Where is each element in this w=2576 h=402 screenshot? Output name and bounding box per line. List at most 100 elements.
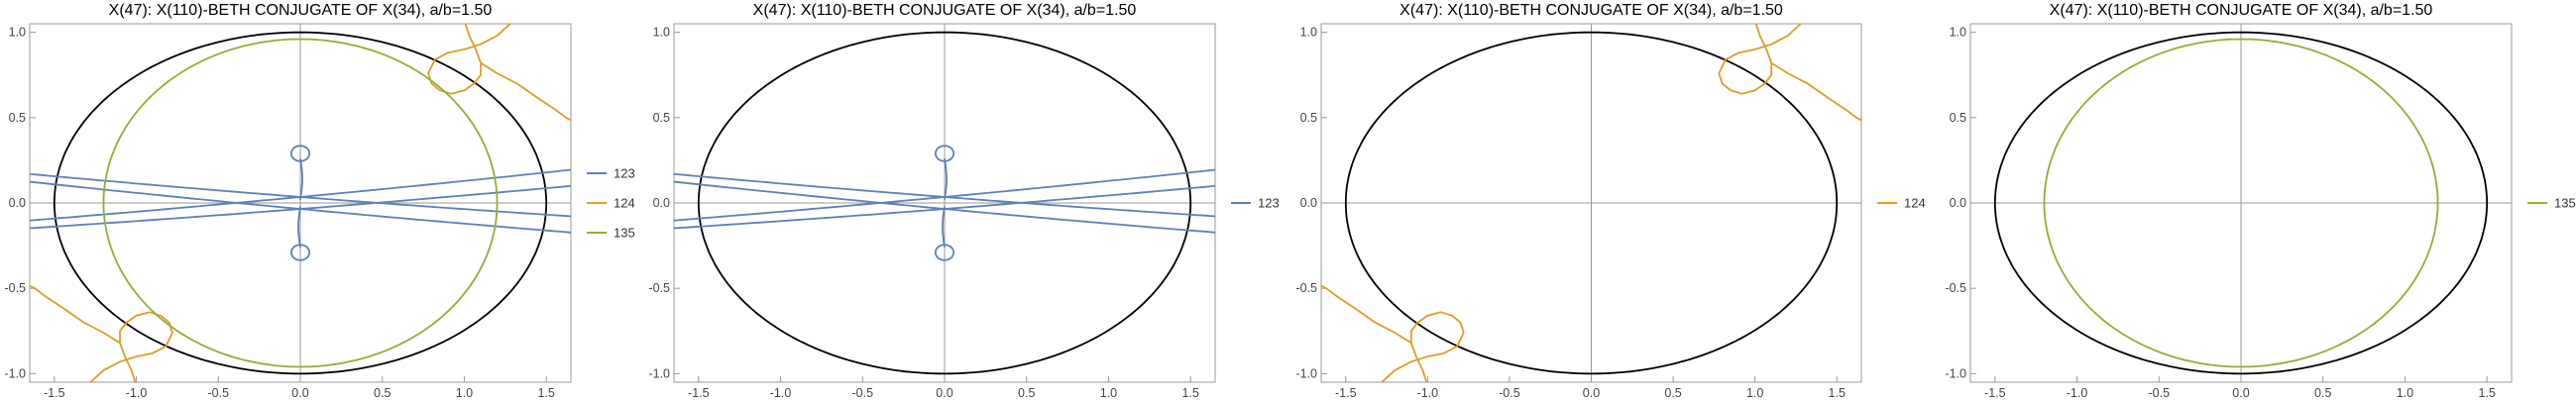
y-tick-label: 0.0: [1300, 196, 1317, 210]
legend-entry: 123: [1231, 196, 1280, 211]
series-line: [427, 24, 511, 95]
series-123: [674, 145, 1215, 261]
y-tick-label: 0.5: [653, 111, 670, 125]
series-line: [89, 311, 173, 382]
y-tick-label: 1.0: [1950, 26, 1966, 40]
series-line: [942, 206, 946, 249]
x-tick-label: -1.0: [2067, 386, 2088, 400]
x-tick-label: 1.5: [537, 386, 554, 400]
legend-label: 124: [1904, 196, 1926, 211]
x-tick-label: 0.0: [936, 386, 952, 400]
series-line: [1770, 61, 1861, 122]
legend-entry: 124: [1877, 196, 1926, 211]
chart-panel-2: X(47): X(110)-BETH CONJUGATE OF X(34), a…: [648, 2, 1279, 400]
series-line: [1718, 24, 1802, 95]
legend-entry: 124: [587, 196, 635, 211]
series-line: [297, 206, 301, 249]
y-tick-label: 0.5: [1950, 111, 1966, 125]
x-tick-label: 0.5: [1018, 386, 1035, 400]
x-tick-label: 1.0: [1746, 386, 1763, 400]
series-line: [480, 61, 571, 122]
chart-panel-4: X(47): X(110)-BETH CONJUGATE OF X(34), a…: [1945, 2, 2575, 400]
legend-entry: 135: [587, 226, 635, 241]
series-line: [102, 38, 499, 368]
series-135: [102, 38, 499, 368]
x-tick-label: -1.0: [770, 386, 792, 400]
x-tick-label: -1.5: [1335, 386, 1357, 400]
series-line: [2043, 38, 2439, 368]
series-line: [1381, 311, 1465, 382]
x-tick-label: -1.0: [1417, 386, 1439, 400]
y-tick-label: -1.0: [648, 366, 670, 380]
x-tick-label: 0.5: [2314, 386, 2331, 400]
x-tick-label: -1.5: [688, 386, 710, 400]
x-tick-label: 0.0: [291, 386, 308, 400]
plot-area: [674, 31, 1215, 375]
y-tick-label: 0.0: [653, 196, 670, 210]
series-line: [290, 244, 310, 261]
x-tick-label: 1.5: [2478, 386, 2495, 400]
legend-label: 124: [614, 196, 635, 211]
legend-label: 123: [1258, 196, 1280, 211]
series-line: [935, 244, 954, 261]
y-tick-label: -1.0: [1295, 366, 1317, 380]
chart-title: X(47): X(110)-BETH CONJUGATE OF X(34), a…: [109, 2, 493, 19]
legend-label: 135: [2554, 196, 2576, 211]
series-line: [1321, 284, 1412, 345]
series-124: [30, 24, 571, 382]
chart-panel-1: X(47): X(110)-BETH CONJUGATE OF X(34), a…: [4, 2, 634, 400]
x-tick-label: -0.5: [207, 386, 229, 400]
plot-area: [1321, 24, 1861, 382]
series-line: [935, 145, 954, 162]
chart-title: X(47): X(110)-BETH CONJUGATE OF X(34), a…: [1400, 2, 1783, 19]
y-tick-label: -0.5: [1295, 281, 1317, 295]
y-tick-label: 1.0: [653, 26, 670, 40]
x-tick-label: 1.0: [2397, 386, 2413, 400]
y-tick-label: 0.0: [9, 196, 26, 210]
reference-ellipse: [697, 31, 1192, 375]
y-tick-label: -1.0: [1945, 366, 1966, 380]
chart-title: X(47): X(110)-BETH CONJUGATE OF X(34), a…: [2050, 2, 2433, 19]
x-tick-label: 0.5: [374, 386, 391, 400]
x-tick-label: 1.5: [1829, 386, 1846, 400]
series-135: [2043, 38, 2439, 368]
x-tick-label: 0.0: [2232, 386, 2249, 400]
x-tick-label: -1.5: [1984, 386, 2006, 400]
x-tick-label: 1.0: [456, 386, 473, 400]
series-line: [290, 145, 310, 162]
y-tick-label: -0.5: [1945, 281, 1966, 295]
reference-ellipse: [53, 31, 548, 375]
chart-panel-3: X(47): X(110)-BETH CONJUGATE OF X(34), a…: [1295, 2, 1925, 400]
x-tick-label: -0.5: [1499, 386, 1520, 400]
y-tick-label: -0.5: [4, 281, 26, 295]
y-tick-label: 1.0: [9, 26, 26, 40]
series-line: [299, 157, 303, 200]
legend-entry: 123: [587, 166, 635, 181]
legend-label: 135: [614, 226, 635, 241]
x-tick-label: -1.5: [44, 386, 65, 400]
x-tick-label: 0.0: [1583, 386, 1600, 400]
y-tick-label: 1.0: [1300, 26, 1317, 40]
y-tick-label: 0.0: [1950, 196, 1966, 210]
x-tick-label: -1.0: [126, 386, 148, 400]
series-line: [944, 157, 948, 200]
legend-entry: 135: [2527, 196, 2576, 211]
plot-area: [30, 24, 571, 382]
series-line: [30, 284, 121, 345]
x-tick-label: 1.5: [1181, 386, 1198, 400]
y-tick-label: -1.0: [4, 366, 26, 380]
y-tick-label: 0.5: [1300, 111, 1317, 125]
reference-ellipse: [1344, 31, 1839, 375]
legend-label: 123: [614, 166, 635, 181]
x-tick-label: 1.0: [1100, 386, 1117, 400]
x-tick-label: 0.5: [1664, 386, 1681, 400]
x-tick-label: -0.5: [2148, 386, 2170, 400]
x-tick-label: -0.5: [851, 386, 873, 400]
y-tick-label: 0.5: [9, 111, 26, 125]
chart-title: X(47): X(110)-BETH CONJUGATE OF X(34), a…: [753, 2, 1137, 19]
y-tick-label: -0.5: [648, 281, 670, 295]
series-124: [1321, 24, 1861, 382]
plot-area: [1993, 31, 2489, 375]
reference-ellipse: [1993, 31, 2489, 375]
